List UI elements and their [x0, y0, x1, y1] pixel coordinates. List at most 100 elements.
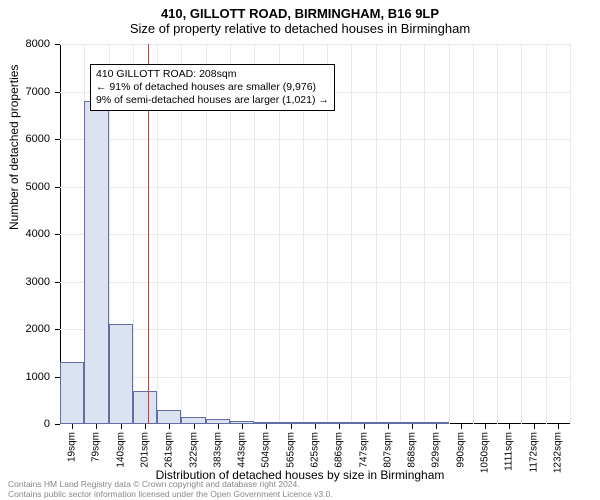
- histogram-bar: [84, 101, 108, 424]
- x-tick-mark: [436, 424, 437, 429]
- annotation-line1: 410 GILLOTT ROAD: 208sqm: [96, 68, 329, 81]
- x-tick-label: 625sqm: [310, 432, 321, 468]
- y-tick-label: 4000: [26, 228, 50, 240]
- x-tick-label: 990sqm: [455, 432, 466, 468]
- x-tick-label: 807sqm: [382, 432, 393, 468]
- histogram-bar: [303, 422, 327, 424]
- grid-line-v: [521, 44, 522, 424]
- x-tick-label: 140sqm: [115, 432, 126, 468]
- x-tick-mark: [509, 424, 510, 429]
- histogram-bar: [60, 362, 84, 424]
- grid-line-v: [546, 44, 547, 424]
- y-tick-mark: [55, 424, 60, 425]
- x-tick-mark: [485, 424, 486, 429]
- grid-line-h: [60, 234, 570, 235]
- x-tick-mark: [461, 424, 462, 429]
- x-tick-label: 383sqm: [212, 432, 223, 468]
- histogram-bar: [376, 422, 400, 424]
- x-tick-mark: [412, 424, 413, 429]
- x-tick-label: 929sqm: [431, 432, 442, 468]
- histogram-bar: [206, 419, 230, 424]
- x-tick-mark: [315, 424, 316, 429]
- grid-line-v: [473, 44, 474, 424]
- x-tick-label: 201sqm: [140, 432, 151, 468]
- y-axis-label: Number of detached properties: [7, 65, 21, 230]
- x-tick-label: 1232sqm: [552, 432, 563, 473]
- footer-line2: Contains public sector information licen…: [8, 490, 333, 499]
- histogram-bar: [327, 422, 351, 424]
- plot-area: 01000200030004000500060007000800019sqm79…: [60, 44, 570, 424]
- chart-container: 410, GILLOTT ROAD, BIRMINGHAM, B16 9LP S…: [0, 0, 600, 500]
- x-tick-mark: [242, 424, 243, 429]
- y-tick-label: 8000: [26, 38, 50, 50]
- x-tick-mark: [266, 424, 267, 429]
- x-tick-mark: [96, 424, 97, 429]
- histogram-bar: [181, 417, 205, 424]
- x-tick-mark: [388, 424, 389, 429]
- y-tick-label: 5000: [26, 181, 50, 193]
- grid-line-h: [60, 44, 570, 45]
- histogram-bar: [424, 422, 448, 424]
- x-tick-mark: [364, 424, 365, 429]
- x-tick-mark: [339, 424, 340, 429]
- chart-title-main: 410, GILLOTT ROAD, BIRMINGHAM, B16 9LP: [0, 0, 600, 21]
- histogram-bar: [133, 391, 157, 424]
- grid-line-v: [376, 44, 377, 424]
- y-tick-mark: [55, 282, 60, 283]
- histogram-bar: [109, 324, 133, 424]
- y-tick-mark: [55, 234, 60, 235]
- x-tick-mark: [534, 424, 535, 429]
- annotation-box: 410 GILLOTT ROAD: 208sqm ← 91% of detach…: [90, 64, 335, 111]
- x-tick-mark: [169, 424, 170, 429]
- grid-line-h: [60, 139, 570, 140]
- x-tick-label: 686sqm: [334, 432, 345, 468]
- histogram-bar: [157, 410, 181, 424]
- x-tick-label: 504sqm: [261, 432, 272, 468]
- histogram-bar: [254, 422, 278, 424]
- x-tick-label: 322sqm: [188, 432, 199, 468]
- x-tick-label: 1111sqm: [504, 432, 515, 471]
- y-tick-label: 1000: [26, 371, 50, 383]
- chart-footer: Contains HM Land Registry data © Crown c…: [8, 480, 333, 499]
- grid-line-v: [400, 44, 401, 424]
- x-tick-label: 868sqm: [407, 432, 418, 468]
- grid-line-h: [60, 329, 570, 330]
- x-tick-label: 1172sqm: [528, 432, 539, 472]
- x-tick-label: 19sqm: [67, 432, 78, 462]
- y-tick-label: 0: [44, 418, 50, 430]
- y-tick-label: 7000: [26, 86, 50, 98]
- grid-line-h: [60, 377, 570, 378]
- x-tick-mark: [121, 424, 122, 429]
- x-tick-label: 79sqm: [91, 432, 102, 462]
- y-tick-mark: [55, 92, 60, 93]
- x-tick-label: 443sqm: [237, 432, 248, 468]
- x-tick-label: 261sqm: [164, 432, 175, 468]
- histogram-bar: [279, 422, 303, 424]
- grid-line-v: [570, 44, 571, 424]
- grid-line-v: [497, 44, 498, 424]
- x-tick-label: 1050sqm: [480, 432, 491, 473]
- histogram-bar: [351, 422, 375, 424]
- grid-line-v: [351, 44, 352, 424]
- x-tick-mark: [558, 424, 559, 429]
- x-tick-mark: [194, 424, 195, 429]
- y-tick-mark: [55, 187, 60, 188]
- x-tick-mark: [218, 424, 219, 429]
- x-tick-mark: [72, 424, 73, 429]
- grid-line-v: [424, 44, 425, 424]
- y-tick-mark: [55, 44, 60, 45]
- x-tick-mark: [291, 424, 292, 429]
- y-tick-label: 2000: [26, 323, 50, 335]
- y-tick-mark: [55, 329, 60, 330]
- x-tick-label: 747sqm: [358, 432, 369, 468]
- annotation-line3: 9% of semi-detached houses are larger (1…: [96, 94, 329, 107]
- grid-line-h: [60, 282, 570, 283]
- x-tick-mark: [145, 424, 146, 429]
- annotation-line2: ← 91% of detached houses are smaller (9,…: [96, 81, 329, 94]
- chart-title-sub: Size of property relative to detached ho…: [0, 21, 600, 40]
- x-tick-label: 565sqm: [285, 432, 296, 468]
- histogram-bar: [400, 422, 424, 424]
- y-tick-label: 3000: [26, 276, 50, 288]
- y-tick-mark: [55, 139, 60, 140]
- y-tick-label: 6000: [26, 133, 50, 145]
